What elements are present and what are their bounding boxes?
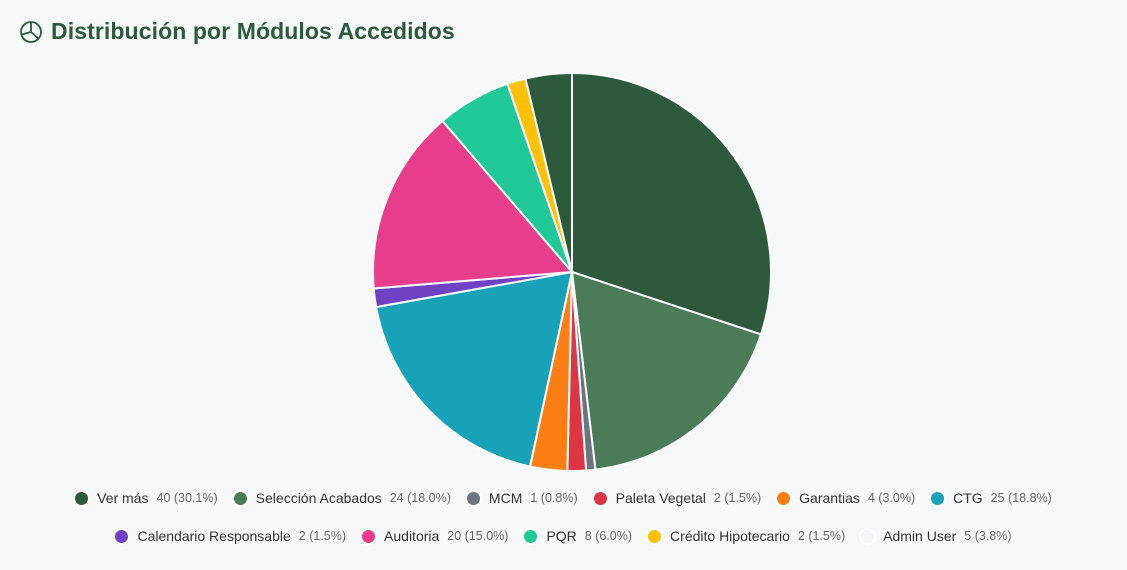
pie-chart	[372, 71, 772, 472]
legend-item[interactable]: Calendario Responsable 2 (1.5%)	[115, 523, 346, 549]
legend-swatch	[648, 529, 662, 543]
legend-swatch	[466, 491, 480, 505]
legend-item[interactable]: Selección Acabados 24 (18.0%)	[233, 485, 451, 511]
pie-slice-seleccion-acabados[interactable]	[570, 270, 763, 471]
legend-swatch	[524, 529, 538, 543]
legend-value: 2 (1.5%)	[797, 529, 846, 543]
legend-item[interactable]: PQR 8 (6.0%)	[524, 523, 632, 549]
legend-value: 24 (18.0%)	[389, 491, 451, 505]
legend-label: Calendario Responsable	[137, 528, 291, 544]
legend-swatch	[115, 529, 129, 543]
legend-value: 20 (15.0%)	[447, 529, 509, 543]
legend-value: 25 (18.8%)	[990, 491, 1052, 505]
legend-value: 4 (3.0%)	[867, 491, 916, 505]
legend-label: CTG	[953, 490, 983, 506]
legend-value: 8 (6.0%)	[584, 529, 633, 543]
legend-label: Admin User	[883, 528, 957, 544]
legend-swatch	[593, 491, 607, 505]
legend-swatch	[233, 491, 247, 505]
legend-item[interactable]: CTG 25 (18.8%)	[931, 485, 1052, 511]
legend-value: 5 (3.8%)	[964, 529, 1012, 543]
chart-legend: Ver más 40 (30.1%) Selección Acabados 24 (1…	[0, 485, 1127, 549]
pie-chart-icon	[20, 20, 42, 43]
legend-label: PQR	[546, 528, 577, 544]
legend-item[interactable]: Admin User 5 (3.8%)	[861, 523, 1012, 549]
pie-slice-ctg[interactable]	[374, 270, 574, 468]
legend-value: 2 (1.5%)	[298, 529, 347, 543]
legend-item[interactable]: Paleta Vegetal 2 (1.5%)	[593, 485, 762, 511]
pie-slice-admin-user[interactable]	[524, 71, 573, 273]
pie-slice-ver-mas[interactable]	[571, 71, 772, 336]
chart-header: Distribución por Módulos Accedidos	[19, 18, 455, 45]
legend-swatch	[861, 529, 875, 543]
legend-swatch	[75, 491, 89, 505]
legend-value: 2 (1.5%)	[713, 491, 762, 505]
legend-item[interactable]: Ver más 40 (30.1%)	[75, 485, 218, 511]
legend-label: Auditoria	[384, 528, 440, 544]
legend-item[interactable]: Auditoria 20 (15.0%)	[362, 523, 508, 549]
legend-swatch	[362, 529, 376, 543]
legend-label: Selección Acabados	[255, 490, 382, 506]
legend-value: 1 (0.8%)	[530, 491, 578, 505]
legend-item[interactable]: Crédito Hipotecario 2 (1.5%)	[648, 523, 845, 549]
legend-label: Garantias	[799, 490, 860, 506]
legend-swatch	[931, 491, 945, 505]
legend-item[interactable]: Garantias 4 (3.0%)	[777, 485, 915, 511]
legend-item[interactable]: MCM 1 (0.8%)	[466, 485, 578, 511]
legend-label: Paleta Vegetal	[615, 490, 706, 506]
legend-swatch	[777, 491, 791, 505]
chart-title: Distribución por Módulos Accedidos	[51, 18, 455, 44]
legend-label: Crédito Hipotecario	[670, 528, 790, 544]
legend-label: MCM	[488, 490, 523, 506]
legend-value: 40 (30.1%)	[156, 491, 218, 505]
legend-label: Ver más	[97, 490, 149, 506]
pie-slice-auditoria[interactable]	[372, 119, 575, 290]
